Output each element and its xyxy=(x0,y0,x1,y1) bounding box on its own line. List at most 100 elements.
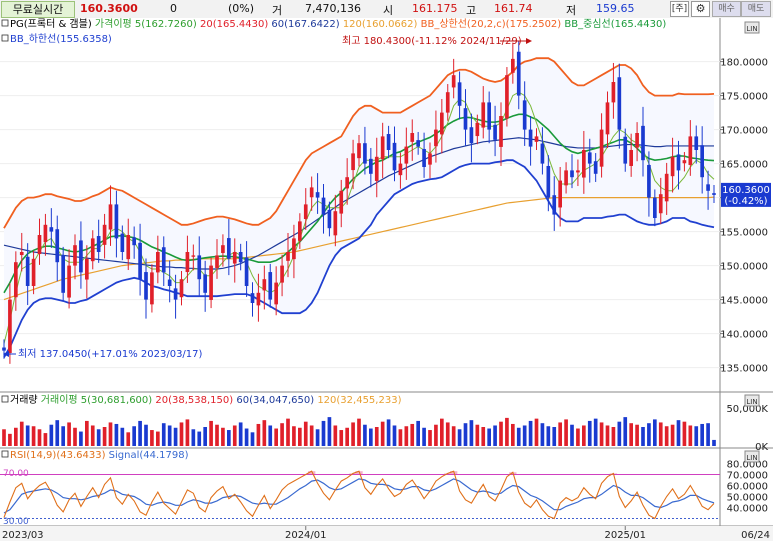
volume-bar xyxy=(481,427,486,446)
high-annotation: 최고 180.4300(-11.12% 2024/11/29) xyxy=(342,35,522,47)
candle-body xyxy=(670,156,675,177)
candle-body xyxy=(682,160,687,164)
time-axis-label: 06/24 xyxy=(741,530,770,541)
volume-bar xyxy=(120,427,125,446)
rsi-overbought-fill xyxy=(355,471,363,475)
volume-bar xyxy=(37,429,42,446)
price-tick-label: 145.0000 xyxy=(720,296,768,307)
price-tick-label: 180.0000 xyxy=(720,58,768,69)
volume-label: 거 xyxy=(272,4,283,17)
volume-bar xyxy=(232,425,237,446)
svg-text:LIN: LIN xyxy=(746,25,757,33)
stock-chart[interactable]: PG(프록터 & 갬블) 가격이평 5(162.7260) 20(165.443… xyxy=(0,18,773,541)
candle-body xyxy=(49,227,54,232)
sell-button[interactable]: 매도 xyxy=(741,1,771,17)
open-value: 161.175 xyxy=(412,2,458,15)
volume-bar xyxy=(605,425,610,446)
volume-bar xyxy=(552,427,557,446)
candle-body xyxy=(262,279,267,291)
price-scale-button[interactable]: LIN xyxy=(744,21,760,34)
volume-bar xyxy=(215,424,219,446)
svg-text:PG(프록터 & 갬블) 가격이평 5(162.7260): PG(프록터 & 갬블) 가격이평 5(162.7260) 20(165.443… xyxy=(10,18,666,30)
legend-entry: PG(프록터 & 갬블) xyxy=(10,18,92,30)
legend-entry: 거래이평 5(30,681,600) xyxy=(38,394,153,406)
volume-bar xyxy=(108,422,113,446)
legend-entry: RSI(14,9)(43.6433) xyxy=(10,450,106,461)
volume-bar xyxy=(43,433,48,446)
candle-body xyxy=(90,238,95,262)
candle-body xyxy=(546,165,551,198)
candle-body xyxy=(19,252,24,256)
candle-body xyxy=(221,245,225,254)
price-change: 0 xyxy=(170,2,177,15)
volume-bar xyxy=(368,428,373,446)
volume-bar xyxy=(617,421,622,446)
volume-bar xyxy=(410,423,415,446)
candle-body xyxy=(457,82,462,106)
candle-body xyxy=(664,173,669,202)
candle-body xyxy=(357,143,361,159)
rsi-tick-label: 60.0000 xyxy=(727,482,768,493)
candle-body xyxy=(315,192,320,198)
candle-body xyxy=(463,108,468,130)
quote-header: 무료실시간 160.3600 0 (0%) 거 7,470,136 시 161.… xyxy=(0,0,773,19)
candle-body xyxy=(309,187,314,198)
volume-bar xyxy=(297,427,302,446)
volume-bar xyxy=(564,419,568,446)
buy-button[interactable]: 매수 xyxy=(712,1,741,17)
volume-bar xyxy=(493,425,497,446)
candle-body xyxy=(238,252,243,263)
volume-bar xyxy=(694,426,699,446)
candle-body xyxy=(73,245,77,266)
candle-body xyxy=(114,204,119,239)
volume-bar xyxy=(262,420,267,446)
low-annotation-arrowhead xyxy=(3,351,9,357)
candle-body xyxy=(641,125,645,161)
candle-body xyxy=(445,92,450,113)
candle-body xyxy=(244,257,249,286)
volume-bar xyxy=(8,433,12,446)
candle-body xyxy=(8,299,12,353)
volume-bar xyxy=(203,427,208,446)
candle-body xyxy=(534,136,539,142)
bb-lower-line xyxy=(3,159,715,358)
price-tick-label: 165.0000 xyxy=(720,160,768,171)
volume-bar xyxy=(463,423,468,446)
volume-bar xyxy=(404,426,409,446)
candle-body xyxy=(292,238,296,260)
candle-body xyxy=(84,258,89,280)
time-axis-labels: 2023/03 2024/01 2025/01 06/24 xyxy=(2,526,770,541)
volume-scale-button[interactable]: LIN xyxy=(744,394,760,407)
candle-body xyxy=(25,256,30,286)
volume-bar xyxy=(84,420,89,446)
low-annotation: 최저 137.0450(+17.01% 2023/03/17) xyxy=(18,348,203,360)
volume-bar xyxy=(416,420,421,446)
volume-bar xyxy=(274,428,279,446)
volume-bar xyxy=(96,429,101,446)
candle-body xyxy=(232,252,237,264)
volume-bar xyxy=(132,426,137,446)
volume-bar xyxy=(19,421,24,446)
volume-bar xyxy=(138,420,142,446)
candle-body xyxy=(167,279,172,286)
volume-bar xyxy=(161,423,166,446)
candle-body xyxy=(652,197,657,218)
volume-bar xyxy=(439,418,444,446)
volume-bar xyxy=(570,424,574,446)
candle-body xyxy=(599,129,604,167)
volume-bar xyxy=(534,418,539,446)
candle-body xyxy=(321,197,326,215)
candle-body xyxy=(250,293,255,303)
main-toggle-button[interactable]: [주] xyxy=(670,1,689,17)
volume-bar xyxy=(31,426,36,446)
candle-body xyxy=(581,150,586,178)
gear-icon[interactable]: ⚙ xyxy=(691,1,710,17)
volume-bar xyxy=(2,429,6,446)
price-legend: PG(프록터 & 갬블) 가격이평 5(162.7260) 20(165.443… xyxy=(1,18,666,45)
rsi-scale-button[interactable]: LIN xyxy=(744,450,760,463)
volume-bar xyxy=(516,427,521,446)
candle-body xyxy=(280,265,284,283)
volume-bar xyxy=(61,426,66,446)
candle-body xyxy=(333,211,338,236)
candle-body xyxy=(256,292,261,306)
